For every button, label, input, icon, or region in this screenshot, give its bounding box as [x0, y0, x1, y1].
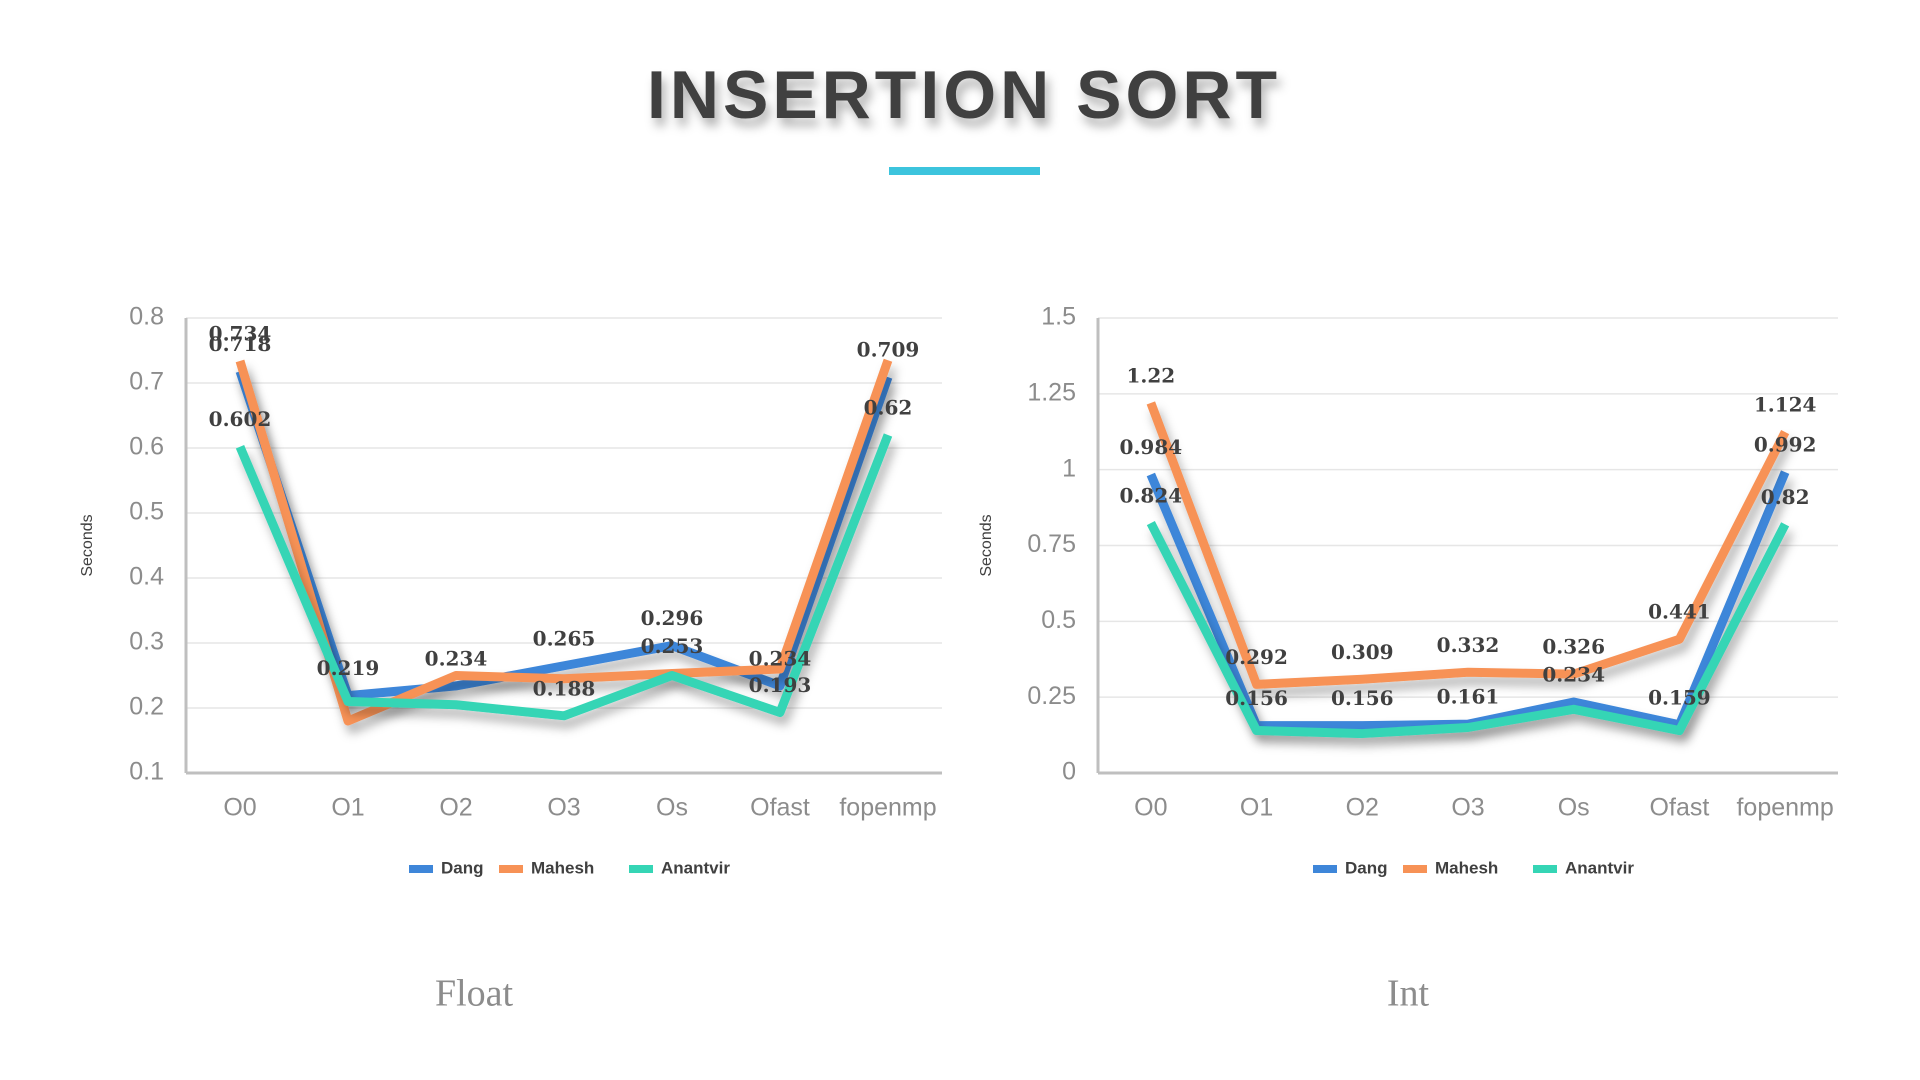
data-label: 0.992	[1754, 433, 1817, 457]
x-tick-label: O3	[1451, 794, 1484, 822]
data-label: 0.441	[1648, 600, 1711, 624]
data-label: 0.234	[425, 646, 488, 670]
x-tick-label: O1	[331, 794, 364, 822]
x-tick-label: Os	[1558, 794, 1590, 822]
data-label: 0.253	[641, 634, 704, 658]
y-axis-title: Seconds	[79, 514, 96, 576]
y-tick-label: 0.1	[129, 758, 164, 786]
series-line	[1146, 401, 1790, 689]
legend-label: Dang	[1345, 858, 1388, 877]
data-label: 1.22	[1126, 363, 1175, 387]
data-label: 0.161	[1437, 685, 1500, 709]
x-tick-label: O2	[439, 794, 472, 822]
data-label: 0.159	[1648, 685, 1711, 709]
x-tick-label: fopenmp	[1736, 794, 1833, 822]
legend-label: Anantvir	[1565, 858, 1634, 877]
x-tick-label: Os	[656, 794, 688, 822]
data-label: 0.219	[317, 656, 380, 680]
y-axis-title: Seconds	[978, 514, 995, 576]
data-label: 0.332	[1437, 633, 1500, 657]
y-tick-label: 0.3	[129, 628, 164, 656]
x-tick-label: O0	[1134, 794, 1167, 822]
data-label: 0.82	[1761, 485, 1810, 509]
data-label: 0.984	[1120, 435, 1183, 459]
y-tick-label: 0.75	[1027, 530, 1076, 558]
y-tick-label: 0	[1062, 758, 1076, 786]
legend-label: Mahesh	[1435, 858, 1498, 877]
legend-label: Mahesh	[531, 858, 594, 877]
data-label: 0.62	[864, 396, 913, 420]
x-tick-label: Ofast	[1650, 794, 1710, 822]
data-label: 0.602	[209, 407, 272, 431]
data-label: 0.709	[857, 338, 920, 362]
legend-label: Anantvir	[661, 858, 730, 877]
data-label: 0.309	[1331, 640, 1394, 664]
y-tick-label: 0.5	[129, 498, 164, 526]
y-tick-label: 1.25	[1027, 378, 1076, 406]
data-label: 0.265	[533, 626, 596, 650]
chart-subtitle: Float	[435, 973, 514, 1015]
data-label: 1.124	[1754, 393, 1817, 417]
y-tick-label: 0.4	[129, 563, 164, 591]
series-line	[235, 433, 893, 721]
data-label: 0.156	[1225, 686, 1288, 710]
series-line	[235, 358, 893, 726]
x-tick-label: O1	[1240, 794, 1273, 822]
x-tick-label: O2	[1346, 794, 1379, 822]
x-tick-label: fopenmp	[839, 794, 936, 822]
y-tick-label: 0.6	[129, 433, 164, 461]
y-tick-label: 0.5	[1041, 606, 1076, 634]
data-label: 0.156	[1331, 686, 1394, 710]
legend-label: Dang	[441, 858, 484, 877]
slide-title: INSERTION SORT	[647, 57, 1281, 133]
y-tick-label: 0.8	[129, 303, 164, 331]
data-label: 0.193	[749, 673, 812, 697]
x-tick-label: O0	[223, 794, 256, 822]
data-label: 0.718	[209, 332, 272, 356]
data-label: 0.824	[1120, 484, 1183, 508]
data-label: 0.326	[1542, 635, 1605, 659]
y-tick-label: 1.5	[1041, 303, 1076, 331]
data-label: 0.188	[533, 676, 596, 700]
y-tick-label: 1	[1062, 454, 1076, 482]
data-label: 0.292	[1225, 645, 1288, 669]
data-label: 0.234	[1542, 663, 1605, 687]
data-label: 0.296	[641, 606, 704, 630]
data-label: 0.734	[209, 321, 272, 345]
chart-subtitle: Int	[1387, 973, 1430, 1015]
series-line	[1146, 521, 1790, 739]
data-label: 0.234	[749, 646, 812, 670]
title-underline	[889, 167, 1040, 175]
x-tick-label: Ofast	[750, 794, 810, 822]
y-tick-label: 0.2	[129, 693, 164, 721]
y-tick-label: 0.25	[1027, 682, 1076, 710]
x-tick-label: O3	[547, 794, 580, 822]
y-tick-label: 0.7	[129, 368, 164, 396]
